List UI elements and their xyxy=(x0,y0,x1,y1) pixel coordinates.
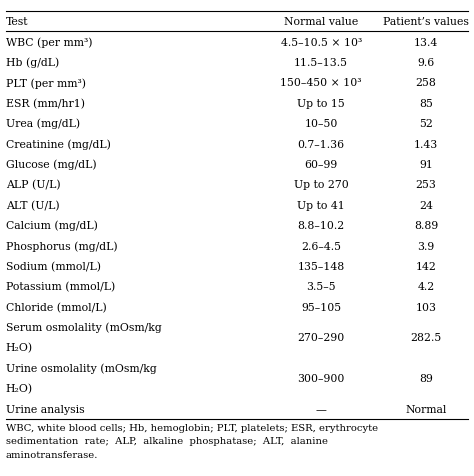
Text: 24: 24 xyxy=(419,200,433,210)
Text: ALP (U/L): ALP (U/L) xyxy=(6,180,60,190)
Text: 2.6–4.5: 2.6–4.5 xyxy=(301,241,341,251)
Text: 60–99: 60–99 xyxy=(304,159,338,169)
Text: WBC, white blood cells; Hb, hemoglobin; PLT, platelets; ESR, erythrocyte: WBC, white blood cells; Hb, hemoglobin; … xyxy=(6,423,378,432)
Text: 300–900: 300–900 xyxy=(298,373,345,383)
Text: 8.89: 8.89 xyxy=(414,221,438,230)
Text: 3.9: 3.9 xyxy=(418,241,435,251)
Text: 13.4: 13.4 xyxy=(414,38,438,48)
Text: 258: 258 xyxy=(416,78,437,88)
Text: aminotransferase.: aminotransferase. xyxy=(6,450,98,459)
Text: 1.43: 1.43 xyxy=(414,139,438,149)
Text: Serum osmolality (mOsm/kg: Serum osmolality (mOsm/kg xyxy=(6,322,162,333)
Text: Sodium (mmol/L): Sodium (mmol/L) xyxy=(6,261,100,271)
Text: Creatinine (mg/dL): Creatinine (mg/dL) xyxy=(6,139,110,149)
Text: Up to 270: Up to 270 xyxy=(294,180,348,190)
Text: Urea (mg/dL): Urea (mg/dL) xyxy=(6,119,80,129)
Text: Urine analysis: Urine analysis xyxy=(6,404,84,414)
Text: sedimentation  rate;  ALP,  alkaline  phosphatase;  ALT,  alanine: sedimentation rate; ALP, alkaline phosph… xyxy=(6,436,328,445)
Text: Calcium (mg/dL): Calcium (mg/dL) xyxy=(6,220,98,231)
Text: 4.5–10.5 × 10³: 4.5–10.5 × 10³ xyxy=(281,38,362,48)
Text: 8.8–10.2: 8.8–10.2 xyxy=(298,221,345,230)
Text: PLT (per mm³): PLT (per mm³) xyxy=(6,78,86,89)
Text: ALT (U/L): ALT (U/L) xyxy=(6,200,59,210)
Text: 135–148: 135–148 xyxy=(298,261,345,271)
Text: ESR (mm/hr1): ESR (mm/hr1) xyxy=(6,99,85,109)
Text: 85: 85 xyxy=(419,99,433,109)
Text: 10–50: 10–50 xyxy=(304,119,338,129)
Text: 9.6: 9.6 xyxy=(418,58,435,68)
Text: H₂O): H₂O) xyxy=(6,343,33,353)
Text: 3.5–5: 3.5–5 xyxy=(306,282,336,292)
Text: Up to 15: Up to 15 xyxy=(297,99,345,109)
Text: 103: 103 xyxy=(416,302,437,312)
Text: Chloride (mmol/L): Chloride (mmol/L) xyxy=(6,302,107,312)
Text: 142: 142 xyxy=(416,261,437,271)
Text: 4.2: 4.2 xyxy=(418,282,435,292)
Text: 253: 253 xyxy=(416,180,437,190)
Text: 52: 52 xyxy=(419,119,433,129)
Text: WBC (per mm³): WBC (per mm³) xyxy=(6,37,92,48)
Text: Up to 41: Up to 41 xyxy=(297,200,345,210)
Text: Test: Test xyxy=(6,17,28,27)
Text: Glucose (mg/dL): Glucose (mg/dL) xyxy=(6,159,96,170)
Text: 282.5: 282.5 xyxy=(410,333,442,343)
Text: 150–450 × 10³: 150–450 × 10³ xyxy=(281,78,362,88)
Text: 89: 89 xyxy=(419,373,433,383)
Text: Normal value: Normal value xyxy=(284,17,358,27)
Text: 11.5–13.5: 11.5–13.5 xyxy=(294,58,348,68)
Text: Potassium (mmol/L): Potassium (mmol/L) xyxy=(6,281,115,292)
Text: Hb (g/dL): Hb (g/dL) xyxy=(6,58,59,68)
Text: 270–290: 270–290 xyxy=(298,333,345,343)
Text: Patient’s values: Patient’s values xyxy=(383,17,469,27)
Text: 95–105: 95–105 xyxy=(301,302,341,312)
Text: 0.7–1.36: 0.7–1.36 xyxy=(298,139,345,149)
Text: Phosphorus (mg/dL): Phosphorus (mg/dL) xyxy=(6,241,117,251)
Text: H₂O): H₂O) xyxy=(6,383,33,394)
Text: 91: 91 xyxy=(419,159,433,169)
Text: Normal: Normal xyxy=(405,404,447,414)
Text: —: — xyxy=(316,404,327,414)
Text: Urine osmolality (mOsm/kg: Urine osmolality (mOsm/kg xyxy=(6,363,156,373)
